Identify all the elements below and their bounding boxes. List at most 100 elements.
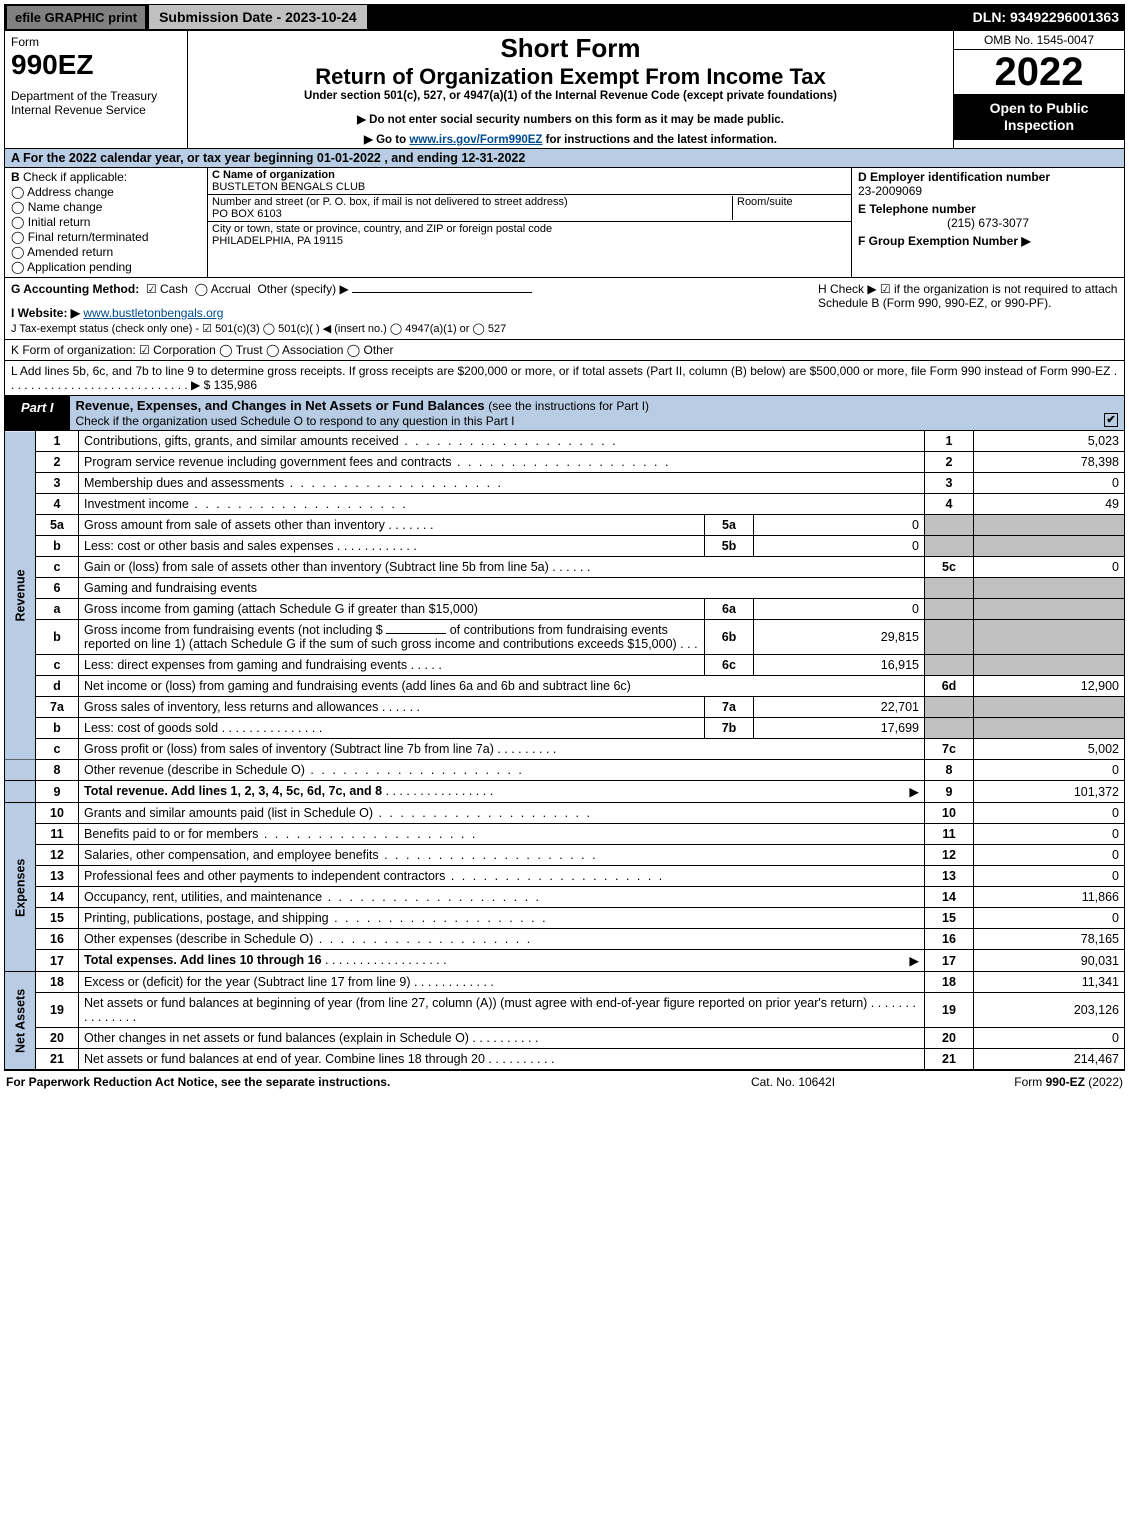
ln-7c-val: 5,002 (974, 739, 1125, 760)
short-form-title: Short Form (192, 33, 949, 64)
part1-schedule-o-checkbox[interactable]: ✔ (1104, 413, 1118, 427)
header-right: OMB No. 1545-0047 2022 Open to Public In… (953, 31, 1124, 148)
side-rev-spacer (5, 760, 36, 781)
side-expenses: Expenses (5, 803, 36, 972)
ln-6b-midval: 29,815 (754, 620, 925, 655)
chk-accrual[interactable]: ◯ Accrual (195, 282, 251, 296)
ln-18-num: 18 (925, 972, 974, 993)
line-17-text: Total expenses. Add lines 10 through 16 … (79, 950, 925, 972)
ln-21-val: 214,467 (974, 1049, 1125, 1070)
submission-date: Submission Date - 2023-10-24 (148, 4, 368, 30)
chk-final-return[interactable]: ◯ Final return/terminated (11, 230, 201, 244)
col-b: B Check if applicable: ◯ Address change … (5, 168, 207, 277)
line-3-text: Membership dues and assessments (79, 473, 925, 494)
line-18-text: Excess or (deficit) for the year (Subtra… (79, 972, 925, 993)
col-c: C Name of organization BUSTLETON BENGALS… (207, 168, 852, 277)
lines-table: Revenue 1 Contributions, gifts, grants, … (4, 431, 1125, 1070)
ln-5b-midval: 0 (754, 536, 925, 557)
row-a-text: A For the 2022 calendar year, or tax yea… (11, 151, 525, 165)
department: Department of the Treasury Internal Reve… (11, 89, 181, 117)
ln-11: 11 (36, 824, 79, 845)
ln-6a-mid: 6a (705, 599, 754, 620)
ln-5b: b (36, 536, 79, 557)
chk-other-method[interactable]: Other (specify) ▶ (257, 282, 348, 296)
chk-amended-return[interactable]: ◯ Amended return (11, 245, 201, 259)
c-name-label: C Name of organization (212, 169, 335, 181)
ln-18: 18 (36, 972, 79, 993)
line-5a-text: Gross amount from sale of assets other t… (79, 515, 705, 536)
ln-9-num: 9 (925, 781, 974, 803)
row-a-tax-year: A For the 2022 calendar year, or tax yea… (4, 149, 1125, 168)
c-name-block: C Name of organization BUSTLETON BENGALS… (208, 168, 851, 195)
side-net-assets: Net Assets (5, 972, 36, 1070)
ln-17-num: 17 (925, 950, 974, 972)
ln-3: 3 (36, 473, 79, 494)
ln-7a-greyval (974, 697, 1125, 718)
ln-6d-val: 12,900 (974, 676, 1125, 697)
chk-application-pending[interactable]: ◯ Application pending (11, 260, 201, 274)
ln-2-val: 78,398 (974, 452, 1125, 473)
room-suite: Room/suite (732, 196, 847, 220)
header-left: Form 990EZ Department of the Treasury In… (5, 31, 188, 148)
line-15-text: Printing, publications, postage, and shi… (79, 908, 925, 929)
ln-7c: c (36, 739, 79, 760)
form-header: Form 990EZ Department of the Treasury In… (4, 30, 1125, 149)
i-label: I Website: ▶ (11, 306, 80, 320)
ln-7b-midval: 17,699 (754, 718, 925, 739)
chk-initial-return[interactable]: ◯ Initial return (11, 215, 201, 229)
ln-4-val: 49 (974, 494, 1125, 515)
ln-5b-greyval (974, 536, 1125, 557)
efile-print-button[interactable]: efile GRAPHIC print (6, 5, 146, 30)
ln-10-num: 10 (925, 803, 974, 824)
ln-6b-mid: 6b (705, 620, 754, 655)
subtitle: Under section 501(c), 527, or 4947(a)(1)… (192, 90, 949, 102)
form-number: 990EZ (11, 49, 181, 81)
ln-6-grey (925, 578, 974, 599)
goto-post: for instructions and the latest informat… (542, 134, 777, 146)
ln-21-num: 21 (925, 1049, 974, 1070)
ln-5a-mid: 5a (705, 515, 754, 536)
ln-2: 2 (36, 452, 79, 473)
form-word: Form (11, 35, 181, 49)
ln-6c-mid: 6c (705, 655, 754, 676)
ln-5a-grey (925, 515, 974, 536)
ln-14-val: 11,866 (974, 887, 1125, 908)
row-h: H Check ▶ ☑ if the organization is not r… (811, 278, 1124, 339)
ein-value: 23-2009069 (858, 184, 1118, 198)
page-footer: For Paperwork Reduction Act Notice, see … (4, 1070, 1125, 1093)
ln-14: 14 (36, 887, 79, 908)
ln-15: 15 (36, 908, 79, 929)
org-city: PHILADELPHIA, PA 19115 (212, 235, 343, 247)
ln-3-val: 0 (974, 473, 1125, 494)
footer-left: For Paperwork Reduction Act Notice, see … (6, 1075, 663, 1089)
e-label: E Telephone number (858, 202, 976, 216)
website-link[interactable]: www.bustletonbengals.org (83, 306, 223, 320)
ln-20: 20 (36, 1028, 79, 1049)
ln-15-val: 0 (974, 908, 1125, 929)
line-4-text: Investment income (79, 494, 925, 515)
line-9-text: Total revenue. Add lines 1, 2, 3, 4, 5c,… (79, 781, 925, 803)
ln-17: 17 (36, 950, 79, 972)
ln-6b-greyval (974, 620, 1125, 655)
ln-19: 19 (36, 993, 79, 1028)
d-label: D Employer identification number (858, 170, 1050, 184)
ln-6c-midval: 16,915 (754, 655, 925, 676)
irs-link[interactable]: www.irs.gov/Form990EZ (409, 134, 542, 146)
chk-cash[interactable]: ☑ Cash (146, 282, 188, 296)
line-7c-text: Gross profit or (loss) from sales of inv… (79, 739, 925, 760)
line-6c-text: Less: direct expenses from gaming and fu… (79, 655, 705, 676)
ln-12: 12 (36, 845, 79, 866)
f-label: F Group Exemption Number ▶ (858, 234, 1031, 248)
line-21-text: Net assets or fund balances at end of ye… (79, 1049, 925, 1070)
ln-16: 16 (36, 929, 79, 950)
chk-name-change[interactable]: ◯ Name change (11, 200, 201, 214)
part1-header: Part I Revenue, Expenses, and Changes in… (4, 396, 1125, 431)
line-6b-text: Gross income from fundraising events (no… (79, 620, 705, 655)
ln-8-num: 8 (925, 760, 974, 781)
main-title: Return of Organization Exempt From Incom… (192, 64, 949, 90)
chk-address-change[interactable]: ◯ Address change (11, 185, 201, 199)
goto-pre: ▶ Go to (364, 134, 409, 146)
ln-5b-grey (925, 536, 974, 557)
ln-5a: 5a (36, 515, 79, 536)
line-14-text: Occupancy, rent, utilities, and maintena… (79, 887, 925, 908)
